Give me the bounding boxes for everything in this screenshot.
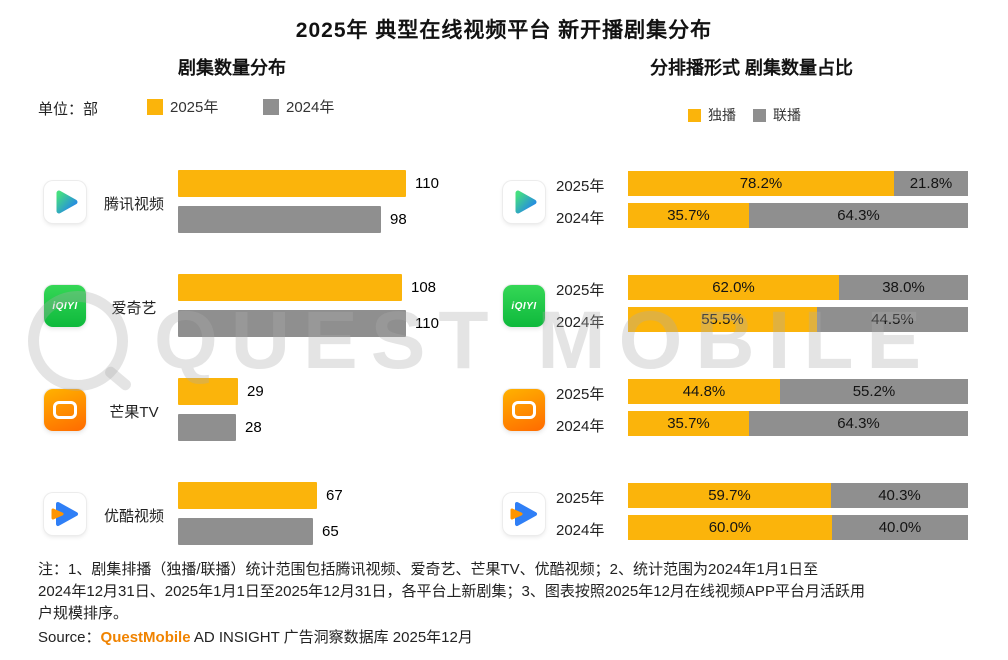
right-year-label-芒果TV-2024年: 2024年 xyxy=(556,418,605,435)
right-year-label-腾讯视频-2025年: 2025年 xyxy=(556,178,605,195)
footnotes: 注：1、剧集排播（独播/联播）统计范围包括腾讯视频、爱奇艺、芒果TV、优酷视频；… xyxy=(38,559,983,625)
right-segment-exclusive-芒果TV-2025年: 44.8% xyxy=(628,379,780,404)
legend-label-joint: 联播 xyxy=(773,107,801,123)
legend-item-exclusive: 独播 xyxy=(688,105,736,125)
left-bar-2024年-爱奇艺 xyxy=(178,310,406,337)
youku-play-icon xyxy=(510,502,537,526)
legend-swatch-exclusive xyxy=(688,108,701,122)
left-bar-2025年-爱奇艺 xyxy=(178,274,402,301)
left-bar-2025年-腾讯视频 xyxy=(178,170,406,197)
legend-label-2025: 2025年 xyxy=(170,99,219,116)
right-segment-joint-爱奇艺-2024年: 44.5% xyxy=(817,307,968,332)
source-line: Source：QuestMobile AD INSIGHT 广告洞察数据库 20… xyxy=(38,626,473,647)
right-segment-joint-芒果TV-2025年: 55.2% xyxy=(780,379,968,404)
left-bar-value-2025年-爱奇艺: 108 xyxy=(411,279,437,296)
left-bar-2024年-优酷视频 xyxy=(178,518,313,545)
left-bar-value-2024年-腾讯视频: 98 xyxy=(390,211,407,228)
play-triangle-icon xyxy=(56,190,78,214)
platform-label-mango: 芒果TV xyxy=(109,404,159,421)
legend-label-2024: 2024年 xyxy=(286,99,335,116)
right-year-label-优酷视频-2024年: 2024年 xyxy=(556,522,605,539)
footnote-line-3: 户规模排序。 xyxy=(38,605,129,622)
footnote-line-1: 注：1、剧集排播（独播/联播）统计范围包括腾讯视频、爱奇艺、芒果TV、优酷视频；… xyxy=(38,561,819,578)
legend-label-exclusive: 独播 xyxy=(708,107,736,123)
tv-outline-icon xyxy=(53,401,77,419)
tencent-video-icon xyxy=(44,181,86,223)
youku-play-icon xyxy=(51,502,78,526)
legend-swatch-2024 xyxy=(263,98,279,115)
mango-tv-icon xyxy=(44,389,86,431)
left-bar-2024年-芒果TV xyxy=(178,414,236,441)
right-segment-joint-腾讯视频-2025年: 21.8% xyxy=(894,171,968,196)
unit-label: 单位：部 xyxy=(38,101,99,118)
left-bar-value-2024年-芒果TV: 28 xyxy=(245,419,262,436)
right-year-label-优酷视频-2025年: 2025年 xyxy=(556,490,605,507)
left-bar-value-2025年-腾讯视频: 110 xyxy=(415,175,439,192)
source-prefix: Source： xyxy=(38,629,101,646)
right-segment-joint-优酷视频-2024年: 40.0% xyxy=(832,515,968,540)
tencent-video-icon xyxy=(503,181,545,223)
right-segment-exclusive-腾讯视频-2024年: 35.7% xyxy=(628,203,749,228)
youku-icon xyxy=(503,493,545,535)
platform-label-tencent: 腾讯视频 xyxy=(103,196,164,213)
footnote-line-2: 2024年12月31日、2025年1月1日至2025年12月31日，各平台上新剧… xyxy=(38,583,865,600)
right-segment-joint-爱奇艺-2025年: 38.0% xyxy=(839,275,968,300)
right-year-label-爱奇艺-2024年: 2024年 xyxy=(556,314,605,331)
right-segment-exclusive-优酷视频-2025年: 59.7% xyxy=(628,483,831,508)
legend-item-2025: 2025年 xyxy=(147,96,218,117)
iqiyi-icon: iQIYI xyxy=(44,285,86,327)
iqiyi-wordmark: iQIYI xyxy=(52,300,78,312)
left-bar-value-2025年-优酷视频: 67 xyxy=(326,487,343,504)
right-segment-exclusive-爱奇艺-2024年: 55.5% xyxy=(628,307,817,332)
right-segment-exclusive-芒果TV-2024年: 35.7% xyxy=(628,411,749,436)
right-year-label-芒果TV-2025年: 2025年 xyxy=(556,386,605,403)
tv-outline-icon xyxy=(512,401,536,419)
left-bar-value-2025年-芒果TV: 29 xyxy=(247,383,264,400)
right-segment-joint-腾讯视频-2024年: 64.3% xyxy=(749,203,968,228)
mango-tv-icon xyxy=(503,389,545,431)
right-segment-exclusive-爱奇艺-2025年: 62.0% xyxy=(628,275,839,300)
left-bar-value-2024年-爱奇艺: 110 xyxy=(415,315,439,332)
left-bar-2024年-腾讯视频 xyxy=(178,206,381,233)
legend-swatch-2025 xyxy=(147,98,163,115)
legend-swatch-joint xyxy=(753,108,766,122)
right-year-label-腾讯视频-2024年: 2024年 xyxy=(556,210,605,227)
iqiyi-icon: iQIYI xyxy=(503,285,545,327)
platform-label-youku: 优酷视频 xyxy=(103,508,164,525)
right-segment-exclusive-优酷视频-2024年: 60.0% xyxy=(628,515,832,540)
legend-item-2024: 2024年 xyxy=(263,96,334,117)
legend-item-joint: 联播 xyxy=(753,105,801,125)
iqiyi-wordmark: iQIYI xyxy=(511,300,537,312)
left-bar-2025年-芒果TV xyxy=(178,378,238,405)
youku-icon xyxy=(44,493,86,535)
source-brand: QuestMobile xyxy=(100,629,191,646)
right-segment-exclusive-腾讯视频-2025年: 78.2% xyxy=(628,171,894,196)
source-rest: AD INSIGHT 广告洞察数据库 2025年12月 xyxy=(190,629,473,646)
left-bar-value-2024年-优酷视频: 65 xyxy=(322,523,339,540)
right-segment-joint-芒果TV-2024年: 64.3% xyxy=(749,411,968,436)
left-chart-title: 剧集数量分布 xyxy=(178,58,286,78)
right-year-label-爱奇艺-2025年: 2025年 xyxy=(556,282,605,299)
play-triangle-icon xyxy=(515,190,537,214)
right-chart-title: 分排播形式 剧集数量占比 xyxy=(650,58,853,78)
page-title: 2025年 典型在线视频平台 新开播剧集分布 xyxy=(295,19,713,42)
platform-label-iqiyi: 爱奇艺 xyxy=(111,300,157,317)
left-bar-2025年-优酷视频 xyxy=(178,482,317,509)
right-segment-joint-优酷视频-2025年: 40.3% xyxy=(831,483,968,508)
